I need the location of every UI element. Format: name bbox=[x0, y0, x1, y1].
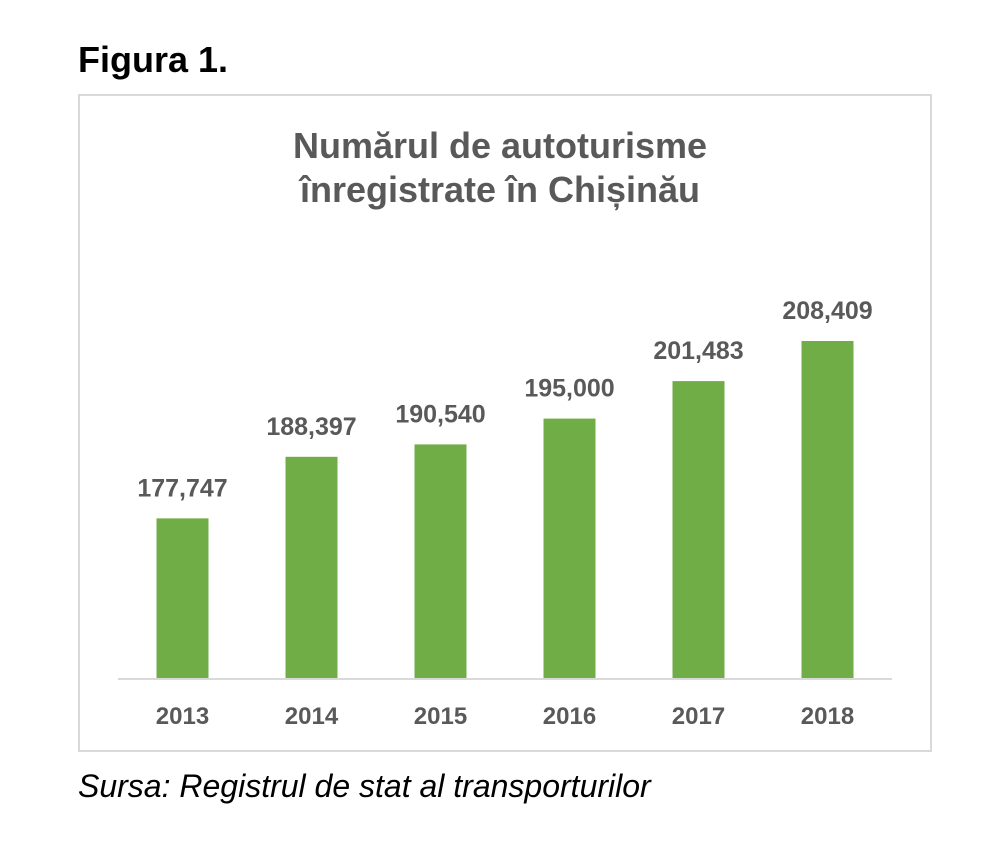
bar-2015 bbox=[414, 444, 467, 679]
x-tick-label-2017: 2017 bbox=[672, 703, 725, 730]
data-label-2016: 195,000 bbox=[524, 375, 614, 403]
bar-2016 bbox=[543, 418, 596, 679]
data-label-2015: 190,540 bbox=[395, 400, 485, 428]
bar-2013 bbox=[156, 518, 209, 679]
chart-frame bbox=[78, 94, 932, 752]
x-tick-label-2013: 2013 bbox=[156, 703, 209, 730]
chart-title: Numărul de autoturisme înregistrate în C… bbox=[0, 124, 1000, 212]
data-label-2014: 188,397 bbox=[266, 413, 356, 441]
x-tick-label-2014: 2014 bbox=[285, 703, 339, 730]
figure-label: Figura 1. bbox=[78, 39, 229, 80]
chart-title-line-2: înregistrate în Chișinău bbox=[299, 169, 701, 210]
bar-2014 bbox=[285, 456, 338, 679]
x-tick-label-2016: 2016 bbox=[543, 703, 596, 730]
bar-2017 bbox=[672, 381, 725, 679]
data-label-2013: 177,747 bbox=[137, 474, 227, 502]
chart-title-line-1: Numărul de autoturisme bbox=[292, 125, 708, 166]
source-note: Sursa: Registrul de stat al transporturi… bbox=[78, 768, 651, 804]
data-label-2018: 208,409 bbox=[782, 297, 872, 325]
data-label-2017: 201,483 bbox=[653, 337, 743, 365]
x-tick-label-2018: 2018 bbox=[801, 703, 854, 730]
x-tick-label-2015: 2015 bbox=[414, 703, 467, 730]
bar-2018 bbox=[801, 341, 854, 679]
